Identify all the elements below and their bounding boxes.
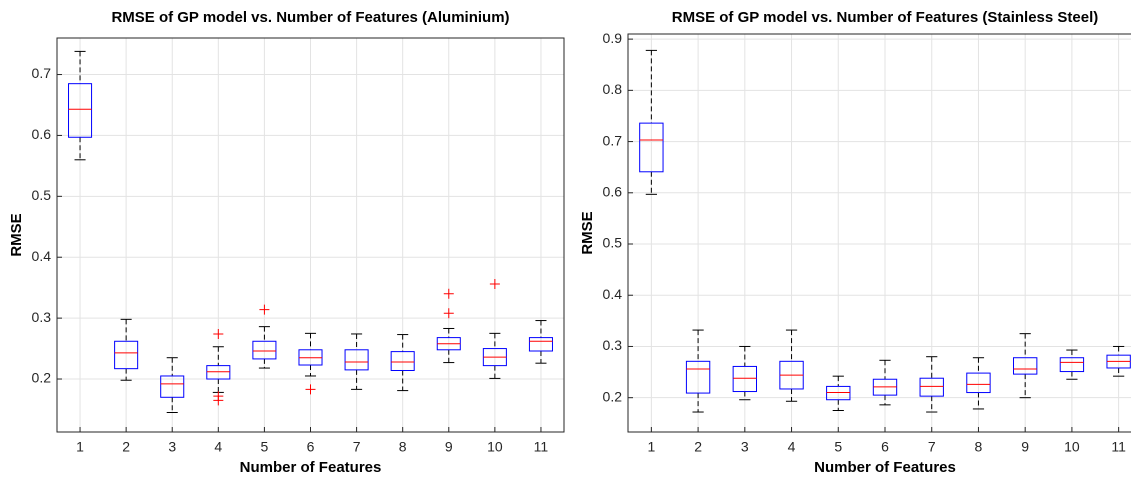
box [685,360,711,394]
chart: 1 2 3 4 5 6 7 8 9 10 11 0.2 0.3 0.4 0.5 0.6 0.7 0.8 0.9 RMS… [579,9,1131,476]
x-tick-label: 7 [928,439,936,455]
x-tick-label: 9 [1021,439,1029,455]
x-tick-label: 10 [1064,439,1080,455]
box [966,372,991,394]
x-tick-label: 4 [788,439,796,455]
x-tick-label: 5 [261,439,269,455]
y-tick-label: 0.6 [603,183,623,199]
y-tick-label: 0.3 [603,337,623,353]
x-tick-label: 4 [214,439,222,455]
y-tick-label: 0.4 [603,286,623,302]
box [160,375,185,398]
y-tick-label: 0.8 [603,81,623,97]
x-tick-label: 11 [534,439,549,455]
x-tick-label: 8 [399,439,407,455]
box [826,385,851,401]
x-tick-label: 10 [487,439,503,455]
axes-frame [56,37,565,433]
box [919,377,944,397]
box [206,365,231,380]
x-tick-label: 11 [1111,439,1126,455]
chart-title: RMSE of GP model vs. Number of Features … [672,9,1099,26]
chart: 1 2 3 4 5 6 7 8 9 10 11 0.2 0.3 0.4 0.5 0.6 0.7 RMSE of G… [8,9,565,476]
box [639,122,664,173]
box [68,83,93,138]
x-tick-label: 8 [975,439,983,455]
y-tick-label: 0.5 [603,235,623,251]
x-tick-label: 2 [694,439,702,455]
outlier [443,308,454,319]
x-tick-label: 7 [353,439,361,455]
outlier [305,384,316,395]
y-tick-label: 0.2 [603,388,623,404]
x-tick-label: 1 [76,439,84,455]
y-tick-label: 0.4 [32,248,52,264]
y-tick-label: 0.5 [32,187,52,203]
box [252,340,277,360]
y-axis-label: RMSE [579,211,596,254]
y-tick-label: 0.7 [603,132,623,148]
box [344,349,369,371]
x-tick-label: 6 [307,439,315,455]
y-tick-label: 0.6 [32,126,52,142]
y-tick-label: 0.9 [603,30,623,46]
outlier [489,279,500,290]
x-tick-label: 3 [168,439,176,455]
outlier [259,304,270,315]
plot-area [628,34,1131,432]
box [528,337,553,352]
x-axis-label: Number of Features [240,459,382,476]
x-tick-label: 3 [741,439,749,455]
box [732,365,757,393]
chart-title: RMSE of GP model vs. Number of Features … [111,9,509,26]
y-tick-label: 0.7 [32,65,52,81]
y-tick-label: 0.2 [32,370,52,386]
outlier [213,395,224,406]
x-axis-label: Number of Features [814,459,956,476]
box [114,340,139,370]
outlier [213,328,224,339]
box [1013,357,1038,375]
x-tick-label: 9 [445,439,453,455]
box [1059,357,1085,373]
y-tick-label: 0.3 [32,309,52,325]
x-tick-label: 6 [881,439,889,455]
box [390,351,415,371]
y-axis-label: RMSE [8,213,25,256]
x-tick-label: 2 [122,439,130,455]
x-tick-label: 1 [647,439,655,455]
x-tick-label: 5 [834,439,842,455]
outlier [443,288,454,299]
axes-frame [627,33,1131,433]
